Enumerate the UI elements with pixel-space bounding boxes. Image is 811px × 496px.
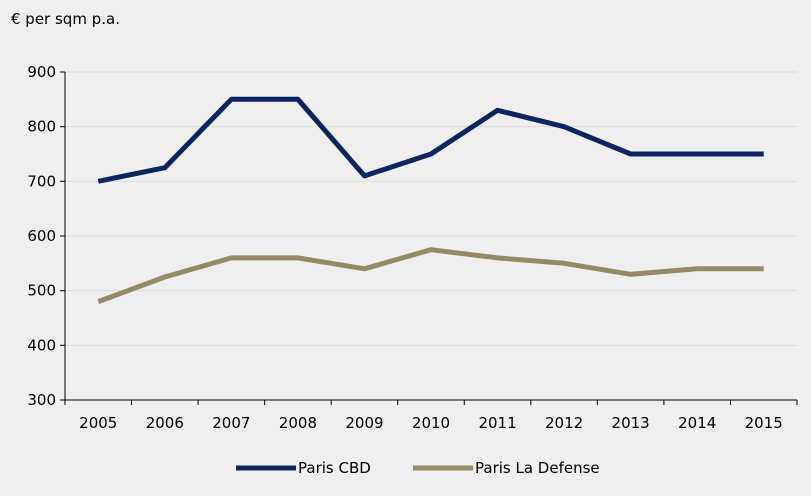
legend-label: Paris CBD [298, 459, 371, 477]
x-tick-label: 2015 [745, 414, 783, 432]
y-tick-label: 600 [27, 227, 56, 245]
y-axis-unit-label: € per sqm p.a. [11, 10, 120, 28]
y-tick-label: 900 [27, 63, 56, 81]
series-line-paris-la-defense [97, 247, 764, 304]
x-tick-label: 2005 [79, 414, 117, 432]
legend-label: Paris La Defense [475, 459, 600, 477]
y-tick-label: 400 [27, 336, 56, 354]
axes [60, 71, 798, 405]
x-tick-label: 2012 [545, 414, 583, 432]
x-tick-label: 2013 [612, 414, 650, 432]
x-tick-label: 2007 [212, 414, 250, 432]
x-tick-label: 2006 [146, 414, 184, 432]
y-tick-label: 800 [27, 118, 56, 136]
y-tick-label: 500 [27, 282, 56, 300]
series-line-paris-cbd [97, 96, 764, 184]
y-tick-label: 300 [27, 391, 56, 409]
x-tick-label: 2009 [345, 414, 383, 432]
x-tick-label: 2008 [279, 414, 317, 432]
legend: Paris CBD Paris La Defense [236, 459, 600, 477]
tick-labels: 300 400 500 600 700 800 900 2005 2006 2007 2008 200… [27, 63, 782, 432]
x-tick-label: 2014 [678, 414, 716, 432]
x-tick-label: 2010 [412, 414, 450, 432]
gridlines [65, 71, 797, 346]
y-tick-label: 700 [27, 172, 56, 190]
series-lines [97, 96, 764, 304]
x-tick-label: 2011 [478, 414, 516, 432]
